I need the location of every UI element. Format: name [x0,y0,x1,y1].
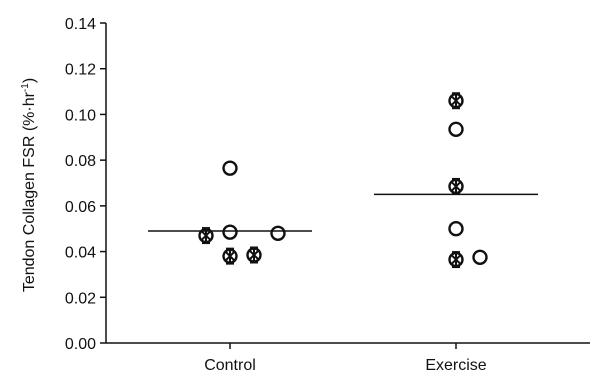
y-tick-label: 0.10 [65,107,96,124]
y-axis-label-main: Tendon Collagen FSR (%·hr [21,91,38,292]
x-tick-label: Control [204,357,256,374]
y-tick-label: 0.14 [65,16,96,33]
data-point-circle [472,249,488,265]
data-point-circle [222,160,238,176]
y-axis: 0.00 0.02 0.04 0.06 0.08 0.10 0.12 0.14 [65,16,107,353]
data-point-circle [222,224,238,240]
data-point [472,249,488,265]
data-point [448,221,464,237]
point-cross [200,230,212,241]
data-point [246,246,262,264]
y-tick-label: 0.12 [65,62,96,79]
point-cross [248,249,260,261]
data-point [448,121,464,137]
y-tick-label: 0.02 [65,290,96,307]
y-axis-label-close: ) [21,78,38,83]
data-point-circle [270,225,286,241]
data-point [222,160,238,176]
point-cross [450,254,462,265]
point-cross [224,250,236,262]
data-point-circle [448,121,464,137]
data-point [222,247,238,265]
data-point [448,251,464,269]
data-point [448,92,464,110]
y-tick-label: 0.08 [65,153,96,170]
y-tick-label: 0.06 [65,199,96,216]
data-point [222,224,238,240]
y-axis-label: Tendon Collagen FSR (%·hr-1) [20,78,38,292]
point-cross [450,181,462,192]
y-axis-label-superscript: -1 [20,83,31,92]
data-points [198,92,488,269]
mean-lines [148,193,538,232]
x-tick-label: Exercise [425,357,486,374]
y-tick-label: 0.00 [65,336,96,353]
data-point [448,177,464,195]
x-axis: Control Exercise [106,342,590,374]
data-point [270,225,286,241]
point-cross [450,95,462,106]
y-tick-label: 0.04 [65,245,96,262]
data-point-circle [448,221,464,237]
